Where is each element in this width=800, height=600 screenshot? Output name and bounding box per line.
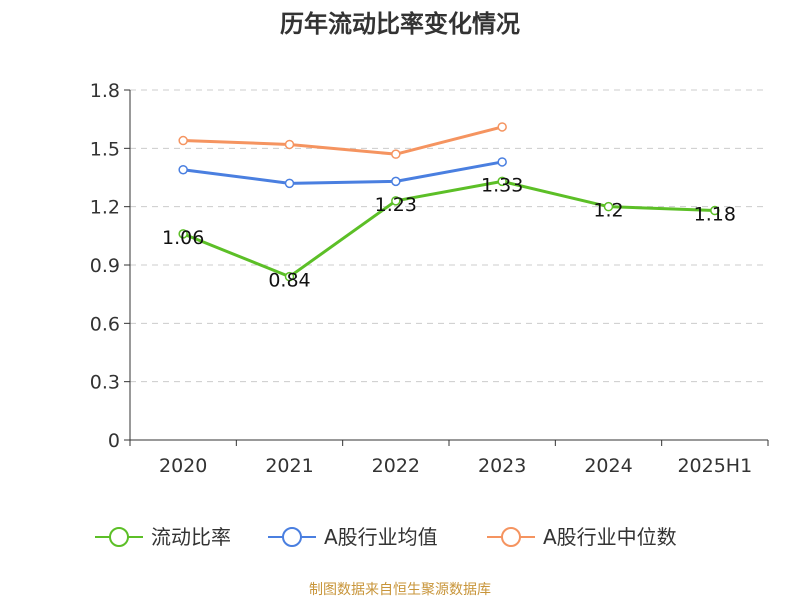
- data-point: [284, 271, 295, 282]
- data-point: [284, 178, 295, 189]
- x-tick-label: 2024: [584, 455, 632, 477]
- series-line: [182, 179, 715, 279]
- legend-item: 流动比率: [95, 525, 231, 549]
- y-tick-label: 0.3: [90, 372, 120, 394]
- x-tick-label: 2021: [265, 455, 313, 477]
- legend-marker: [282, 527, 302, 547]
- legend-marker: [501, 527, 521, 547]
- y-tick-label: 1.5: [90, 138, 120, 160]
- x-tick-label: 2023: [478, 455, 526, 477]
- legend-item: A股行业中位数: [487, 525, 677, 549]
- x-tick-label: 2022: [372, 455, 420, 477]
- chart-title: 历年流动比率变化情况: [280, 10, 520, 38]
- data-point: [497, 122, 507, 132]
- data-label: 1.2: [593, 200, 623, 222]
- legend-marker: [109, 527, 129, 547]
- data-point: [710, 205, 720, 216]
- y-tick-label: 0: [108, 430, 120, 452]
- y-tick-label: 1.8: [90, 80, 120, 102]
- source-note: 制图数据来自恒生聚源数据库: [309, 582, 491, 598]
- gridlines: [130, 89, 768, 383]
- data-point: [391, 176, 401, 187]
- data-point: [178, 164, 188, 175]
- data-point: [284, 139, 295, 150]
- data-label: 1.33: [481, 174, 523, 196]
- data-point: [497, 157, 507, 167]
- series: [178, 122, 720, 282]
- legend-label: 流动比率: [151, 525, 231, 549]
- data-point: [391, 149, 401, 159]
- series-line: [182, 160, 503, 185]
- y-tick-label: 0.6: [90, 313, 120, 335]
- legend-label: A股行业均值: [324, 525, 438, 549]
- legend: 流动比率 A股行业均值 A股行业中位数: [95, 525, 677, 549]
- axes: 0 0.3 0.6 0.9 1.2 1.5 1.8 2020 2021 2022 2023 2024 2…: [90, 80, 769, 477]
- data-point: [178, 229, 188, 239]
- data-point: [497, 176, 507, 187]
- data-point: [391, 196, 401, 206]
- data-label: 1.06: [162, 227, 204, 249]
- data-labels: 1.06 0.84 1.23 1.33 1.2 1.18: [162, 174, 736, 291]
- data-label: 0.84: [268, 270, 310, 292]
- x-tick-label: 2025H1: [677, 455, 752, 477]
- series-line: [183, 125, 503, 156]
- data-label: 1.18: [694, 204, 736, 226]
- y-tick-label: 1.2: [90, 197, 120, 219]
- data-point: [178, 135, 188, 146]
- y-tick-label: 0.9: [90, 255, 120, 277]
- legend-item: A股行业均值: [268, 525, 438, 549]
- legend-label: A股行业中位数: [543, 525, 677, 549]
- x-tick-label: 2020: [159, 455, 207, 477]
- data-label: 1.23: [375, 194, 417, 216]
- data-point: [603, 201, 614, 212]
